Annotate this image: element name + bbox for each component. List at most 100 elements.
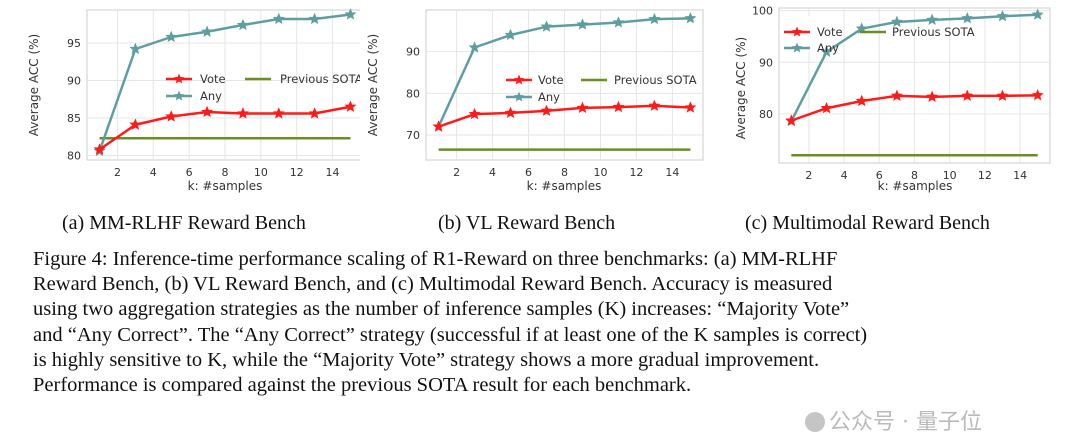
y-tick-label: 95: [67, 37, 81, 50]
subcaption-a: (a) MM-RLHF Reward Bench: [62, 212, 306, 234]
data-point-vote: [785, 114, 798, 126]
y-tick-label: 90: [67, 75, 81, 88]
data-point-any: [540, 20, 553, 32]
legend-sota-label: Previous SOTA: [892, 25, 975, 39]
figure-caption: Figure 4: Inference-time performance sca…: [33, 247, 1048, 398]
x-tick-label: 6: [525, 166, 532, 179]
data-point-any: [612, 16, 625, 28]
y-ticks: 80 90 100: [752, 5, 773, 121]
series-line-any: [98, 13, 351, 152]
legend-sota-label: Previous SOTA: [280, 72, 360, 86]
data-point-any: [201, 25, 214, 37]
data-point-vote: [890, 89, 903, 101]
data-point-vote: [648, 99, 661, 111]
watermark-text: 公众号 · 量子位: [829, 410, 982, 435]
data-point-any: [684, 12, 697, 24]
x-tick-label: 14: [665, 166, 679, 179]
y-ticks: 70 80 90: [406, 46, 420, 142]
data-point-vote: [201, 105, 214, 118]
legend-any-label: Any: [200, 89, 222, 103]
wechat-logo-icon: [805, 412, 825, 432]
watermark: 公众号 · 量子位: [805, 404, 982, 436]
chart-vl-reward: 2 4 6 8 10 12 14 70 80 90 k: #samples Average AC…: [366, 9, 704, 193]
x-tick-label: 12: [290, 166, 304, 179]
data-point-vote: [996, 89, 1009, 101]
legend-vote-star-icon: [173, 73, 185, 84]
legend-vote-label: Vote: [200, 72, 226, 86]
x-ticks: 2 4 6 8 10 12 14: [453, 166, 679, 179]
plot-area: [86, 9, 360, 161]
x-tick-label: 12: [978, 169, 992, 182]
y-tick-label: 80: [759, 108, 773, 121]
markers: [432, 12, 697, 132]
caption-line: Performance is compared against the prev…: [33, 374, 692, 397]
x-tick-label: 4: [841, 169, 848, 182]
data-point-any: [129, 42, 142, 55]
data-point-any: [504, 28, 517, 41]
data-point-vote: [1031, 89, 1044, 101]
data-point-vote: [961, 89, 974, 101]
series-line-vote: [98, 105, 351, 151]
x-tick-label: 8: [561, 166, 568, 179]
legend: Vote Any Previous SOTA: [781, 16, 975, 55]
data-point-vote: [165, 110, 178, 122]
caption-line: Figure 4: Inference-time performance sca…: [33, 248, 838, 270]
legend-any-label: Any: [817, 41, 839, 55]
data-point-any: [890, 15, 903, 28]
subcaption-b: (b) VL Reward Bench: [438, 212, 616, 234]
data-point-any: [236, 18, 249, 31]
y-ticks: 80 85 90 95: [67, 37, 81, 163]
series-line-vote: [790, 94, 1038, 122]
series: [98, 13, 351, 152]
caption-line: and “Any Correct”. The “Any Correct” str…: [33, 323, 868, 346]
x-ticks: 2 4 6 8 10 12 14: [114, 166, 340, 179]
legend-any-label: Any: [538, 90, 560, 104]
y-tick-label: 80: [67, 150, 81, 163]
data-point-vote: [344, 100, 357, 112]
legend-vote-label: Vote: [817, 25, 843, 39]
data-point-any: [344, 8, 357, 20]
caption-line: is highly sensitive to K, while the “Maj…: [33, 348, 820, 371]
data-point-vote: [236, 107, 249, 119]
x-axis-label: k: #samples: [188, 179, 263, 193]
y-tick-label: 80: [406, 87, 420, 100]
x-tick-label: 8: [911, 169, 918, 182]
x-tick-label: 10: [943, 169, 957, 182]
data-point-vote: [129, 118, 142, 130]
x-tick-label: 6: [876, 169, 883, 182]
data-point-any: [468, 41, 481, 53]
data-point-vote: [820, 101, 833, 114]
data-point-any: [926, 13, 939, 25]
data-point-vote: [612, 100, 625, 113]
y-tick-label: 90: [406, 46, 420, 59]
data-point-any: [165, 30, 178, 43]
data-point-vote: [926, 90, 939, 102]
data-point-vote: [540, 104, 553, 116]
series: [437, 17, 691, 128]
grid: [779, 8, 1050, 163]
y-axis-label: Average ACC (%): [366, 34, 380, 136]
x-tick-label: 6: [186, 166, 193, 179]
series-line-any: [437, 17, 691, 128]
chart-mm-rlhf: 2 4 6 8 10 12 14 80 85 90 95 k: #samples Average …: [27, 8, 360, 193]
x-tick-label: 10: [593, 166, 607, 179]
x-tick-label: 2: [805, 169, 812, 182]
legend-any-star-icon: [513, 91, 525, 102]
x-ticks: 2 4 6 8 10 12 14: [805, 169, 1027, 182]
data-point-vote: [432, 120, 445, 132]
data-point-vote: [684, 101, 697, 113]
y-tick-label: 90: [759, 56, 773, 69]
markers: [93, 8, 357, 157]
y-tick-label: 70: [406, 129, 420, 142]
data-point-vote: [576, 101, 589, 114]
legend-sota-label: Previous SOTA: [614, 73, 697, 87]
y-axis-label: Average ACC (%): [27, 34, 41, 136]
x-tick-label: 4: [489, 166, 496, 179]
data-point-any: [996, 9, 1009, 22]
x-tick-label: 8: [222, 166, 229, 179]
y-tick-label: 100: [752, 5, 773, 18]
subcaption-c: (c) Multimodal Reward Bench: [745, 212, 990, 234]
legend: Vote Any Previous SOTA: [166, 72, 360, 103]
series-line-vote: [438, 104, 691, 128]
legend-any-star-icon: [173, 90, 185, 101]
